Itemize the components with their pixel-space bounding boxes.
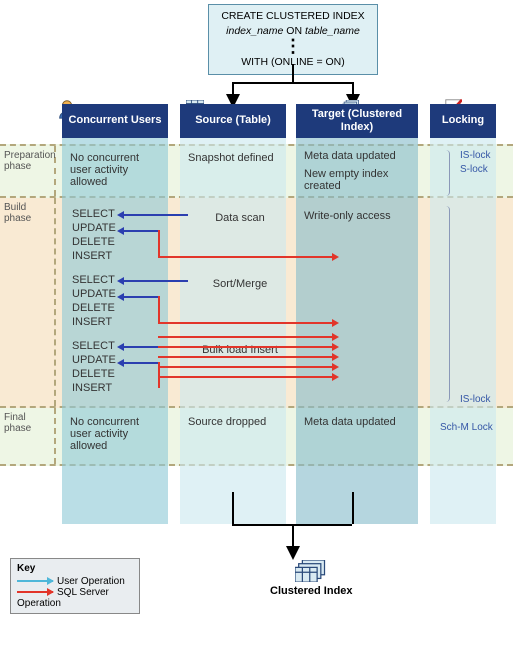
server-op-arrow (158, 322, 332, 324)
phase-label: Build phase (0, 198, 56, 406)
column-header: Target (Clustered Index) (296, 104, 418, 138)
final-lock-cell: Sch-M Lock (436, 418, 497, 437)
final-users-cell: No concurrent user activity allowed (66, 412, 164, 456)
lock-bracket-build (442, 206, 450, 402)
stacked-table-icon (295, 560, 327, 585)
user-op-arrow (124, 296, 158, 298)
user-op: INSERT (68, 378, 116, 398)
final-target-cell: Meta data updated (300, 412, 412, 432)
user-op-arrow (124, 230, 158, 232)
phase-label: Preparation phase (0, 146, 56, 196)
prep-target1-cell: Meta data updated (300, 146, 412, 166)
server-op-arrow (158, 356, 332, 358)
user-op: INSERT (68, 246, 116, 266)
prep-users-cell: No concurrent user activity allowed (66, 148, 164, 192)
fork-line (232, 82, 352, 84)
sql-line1: CREATE CLUSTERED INDEX (215, 9, 371, 24)
user-op: INSERT (68, 312, 116, 332)
legend-blue-arrow-icon (17, 580, 53, 582)
user-op-arrow (124, 214, 188, 216)
server-op-arrow (158, 366, 332, 368)
column-body (180, 138, 286, 524)
phase-label: Final phase (0, 408, 56, 464)
server-op-arrow (158, 336, 332, 338)
server-op-arrow (158, 256, 332, 258)
server-op-arrow (158, 376, 332, 378)
user-op-arrow (124, 362, 158, 364)
source-op: Sort/Merge (198, 274, 282, 294)
ellipsis-icon: ⋮ (215, 42, 371, 51)
result-label: Clustered Index (270, 585, 353, 597)
server-op-line (158, 296, 160, 322)
legend-user-op: User Operation (57, 576, 125, 587)
legend-server-op: SQL Server Operation (17, 587, 109, 609)
final-source-cell: Source dropped (184, 412, 282, 432)
server-op-arrow (158, 346, 332, 348)
column-body (430, 138, 496, 524)
prep-source-cell: Snapshot defined (184, 148, 282, 168)
column-header: Locking (430, 104, 496, 138)
legend-box: Key User Operation SQL Server Operation (10, 558, 140, 614)
legend-title: Key (17, 563, 133, 574)
build-target-cell: Write-only access (300, 206, 412, 226)
lock-bracket-prep (442, 150, 450, 196)
build-lock-end: IS-lock (456, 390, 495, 409)
column-header: Source (Table) (180, 104, 286, 138)
arrow-down-icon (286, 546, 300, 560)
connector-line (292, 64, 294, 82)
prep-lock2: S-lock (456, 160, 492, 179)
legend-red-arrow-icon (17, 591, 53, 593)
source-op: Data scan (198, 208, 282, 228)
result-box: Clustered Index (270, 560, 353, 597)
server-op-line (158, 230, 160, 256)
column-header: Concurrent Users (62, 104, 168, 138)
prep-target2-cell: New empty index created (300, 164, 412, 196)
user-op-arrow (124, 280, 188, 282)
